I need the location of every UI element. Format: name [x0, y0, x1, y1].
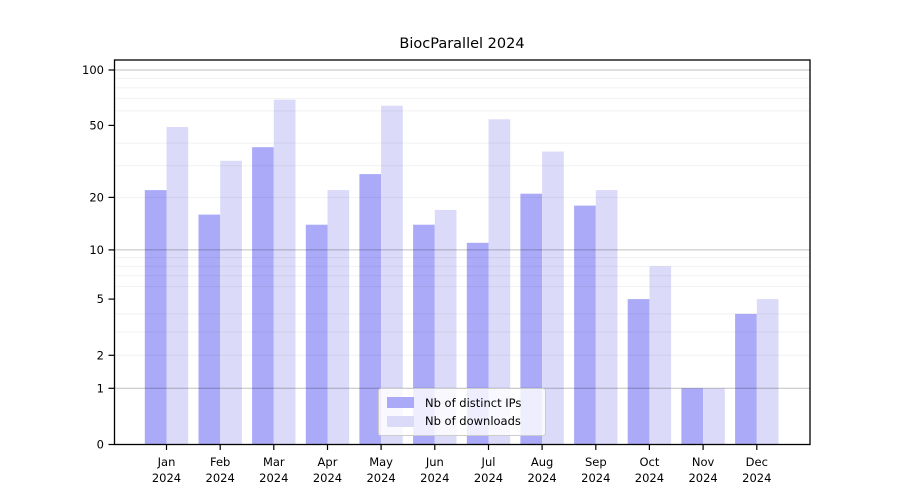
- y-axis-tick-label: 50: [89, 118, 104, 132]
- x-axis-tick-label: Jun 2024: [420, 455, 449, 485]
- legend-label-downloads: Nb of downloads: [425, 414, 521, 429]
- bar-distinct-ips-dec: [735, 313, 757, 445]
- legend-swatch-distinct-ips: [387, 397, 414, 409]
- x-axis-tick-label: Jan 2024: [152, 455, 181, 485]
- x-axis-tick-label: Feb 2024: [206, 455, 235, 485]
- y-axis-tick-label: 5: [97, 292, 104, 306]
- bar-distinct-ips-oct: [627, 299, 650, 445]
- bar-downloads-jun: [434, 209, 457, 445]
- bar-distinct-ips-nov: [681, 388, 704, 445]
- bar-downloads-nov: [703, 388, 725, 445]
- bar-distinct-ips-may: [359, 174, 382, 445]
- y-axis-tick-label: 2: [97, 348, 104, 362]
- bar-downloads-may: [381, 105, 403, 445]
- legend: Nb of distinct IPs Nb of downloads: [378, 388, 546, 436]
- x-axis-tick-label: Sep 2024: [581, 455, 610, 485]
- x-axis-tick-label: May 2024: [366, 455, 395, 485]
- bar-downloads-dec: [756, 299, 779, 445]
- bar-downloads-sep: [595, 190, 618, 445]
- x-axis-tick-label: Mar 2024: [259, 455, 288, 485]
- legend-label-distinct-ips: Nb of distinct IPs: [425, 395, 522, 410]
- bar-downloads-aug: [542, 151, 564, 445]
- y-axis-tick-label: 10: [89, 243, 104, 257]
- bar-downloads-mar: [273, 99, 296, 445]
- legend-swatch-downloads: [387, 415, 414, 427]
- y-axis-tick-label: 100: [82, 63, 104, 77]
- legend-item-distinct-ips: Nb of distinct IPs: [387, 396, 537, 410]
- y-axis-tick-label: 1: [97, 381, 104, 395]
- bar-distinct-ips-apr: [305, 224, 328, 445]
- bar-downloads-apr: [327, 190, 350, 445]
- x-axis-tick-label: Jul 2024: [474, 455, 503, 485]
- bar-distinct-ips-aug: [520, 193, 543, 445]
- legend-item-downloads: Nb of downloads: [387, 414, 537, 428]
- plot-frame: [113, 59, 811, 446]
- bar-distinct-ips-sep: [574, 205, 596, 445]
- bar-distinct-ips-mar: [252, 147, 274, 445]
- bar-downloads-jan: [166, 127, 189, 445]
- chart-title: BiocParallel 2024: [399, 36, 525, 52]
- bar-downloads-oct: [649, 266, 672, 445]
- x-axis-tick-label: Apr 2024: [313, 455, 342, 485]
- bar-downloads-jul: [488, 119, 511, 445]
- x-axis-tick-label: Aug 2024: [527, 455, 556, 485]
- x-axis-tick-label: Dec 2024: [742, 455, 771, 485]
- y-axis-tick-label: 20: [89, 190, 104, 204]
- x-axis-tick-label: Oct 2024: [635, 455, 664, 485]
- bar-distinct-ips-jan: [144, 190, 167, 445]
- x-axis-tick-label: Nov 2024: [688, 455, 717, 485]
- bar-downloads-feb: [220, 160, 242, 445]
- bar-distinct-ips-feb: [198, 214, 221, 445]
- y-axis-tick-label: 0: [97, 438, 104, 452]
